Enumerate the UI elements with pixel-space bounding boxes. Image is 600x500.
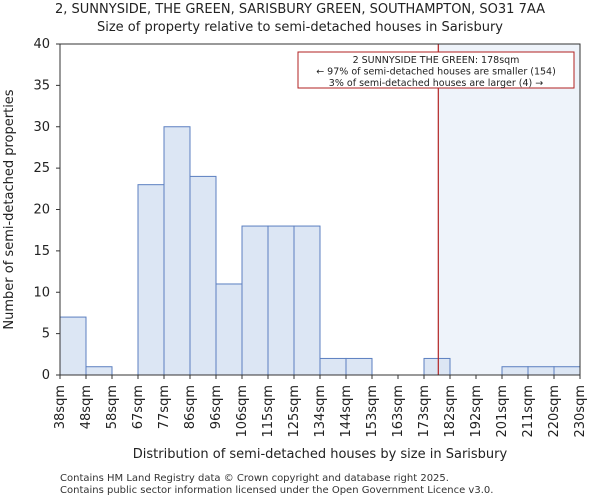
- y-tick-label: 20: [33, 203, 50, 218]
- x-tick-label: 86sqm: [183, 385, 198, 429]
- x-axis-title: Distribution of semi-detached houses by …: [133, 447, 508, 462]
- y-tick-label: 0: [42, 368, 50, 383]
- annotation-box: [297, 51, 575, 89]
- x-tick-label: 153sqm: [365, 385, 380, 438]
- x-tick-label: 106sqm: [235, 385, 250, 438]
- bar: [137, 184, 165, 376]
- x-tick-label: 173sqm: [417, 385, 432, 438]
- x-tick-label: 115sqm: [261, 385, 276, 438]
- x-tick-label: 125sqm: [287, 385, 302, 438]
- bar: [189, 175, 217, 376]
- bar: [59, 316, 87, 376]
- bar: [215, 283, 243, 376]
- annotation-line: 2 SUNNYSIDE THE GREEN: 178sqm: [353, 55, 520, 66]
- bar: [423, 357, 451, 376]
- bar: [527, 366, 555, 376]
- x-tick-label: 220sqm: [547, 385, 562, 438]
- chart-title: 2, SUNNYSIDE, THE GREEN, SARISBURY GREEN…: [55, 2, 545, 17]
- bar: [553, 366, 581, 376]
- y-axis-title: Number of semi-detached properties: [2, 89, 17, 329]
- x-tick-label: 134sqm: [313, 385, 328, 438]
- x-tick-label: 48sqm: [79, 385, 94, 429]
- bar: [85, 366, 113, 376]
- x-tick-label: 201sqm: [495, 385, 510, 438]
- y-tick-label: 25: [33, 161, 50, 176]
- footer-licence: Contains public sector information licen…: [60, 485, 494, 496]
- y-tick-label: 5: [42, 327, 50, 342]
- annotation-line: ← 97% of semi-detached houses are smalle…: [316, 67, 556, 78]
- y-tick-label: 10: [33, 285, 50, 300]
- y-tick-label: 35: [33, 78, 50, 93]
- bar: [345, 357, 373, 376]
- bar: [267, 225, 295, 376]
- x-tick-label: 38sqm: [53, 385, 68, 429]
- larger-region-shade: [438, 44, 580, 375]
- annotation-line: 3% of semi-detached houses are larger (4…: [329, 78, 543, 89]
- x-tick-label: 77sqm: [157, 385, 172, 429]
- y-tick-label: 30: [33, 120, 50, 135]
- x-tick-label: 144sqm: [339, 385, 354, 438]
- footer-copyright: Contains HM Land Registry data © Crown c…: [60, 473, 449, 484]
- bar: [241, 225, 269, 376]
- y-tick-label: 40: [33, 37, 50, 52]
- x-tick-label: 67sqm: [131, 385, 146, 429]
- x-tick-label: 230sqm: [573, 385, 588, 438]
- x-tick-label: 211sqm: [521, 385, 536, 438]
- bar: [163, 126, 191, 376]
- x-tick-label: 163sqm: [391, 385, 406, 438]
- x-tick-label: 192sqm: [469, 385, 484, 438]
- x-tick-label: 182sqm: [443, 385, 458, 438]
- bar: [501, 366, 529, 376]
- bar: [319, 357, 347, 376]
- x-tick-label: 96sqm: [209, 385, 224, 429]
- x-tick-label: 58sqm: [105, 385, 120, 429]
- y-tick-label: 15: [33, 244, 50, 259]
- chart-subtitle: Size of property relative to semi-detach…: [96, 20, 503, 35]
- bar: [293, 225, 321, 376]
